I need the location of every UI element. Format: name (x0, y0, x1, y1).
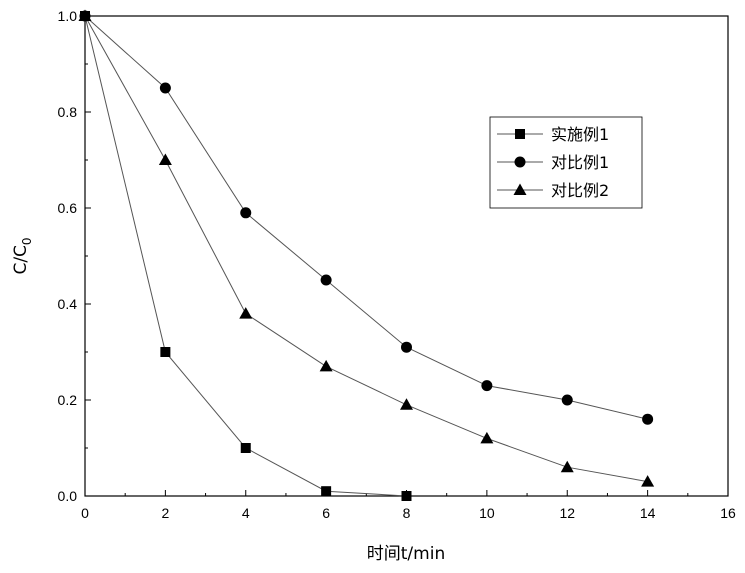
legend-label: 对比例1 (551, 153, 609, 172)
legend-label: 实施例1 (551, 125, 609, 144)
legend-marker (515, 129, 525, 139)
series-3-point (480, 431, 494, 444)
series-3-point (560, 460, 574, 473)
x-axis-title: 时间t/min (367, 544, 445, 564)
y-tick-label: 0.0 (58, 488, 78, 504)
x-tick-label: 8 (403, 505, 411, 521)
series-2-point (240, 207, 252, 219)
legend-label: 对比例2 (551, 181, 609, 200)
series-2-point (320, 274, 332, 286)
y-axis-title: C/C0 (11, 237, 34, 274)
plot-frame (84, 15, 729, 497)
y-tick-label: 0.6 (58, 200, 78, 216)
series-line-1 (84, 15, 407, 497)
x-tick-label: 0 (81, 505, 89, 521)
series-3-point (641, 475, 655, 487)
x-tick-label: 6 (322, 505, 330, 521)
series-2-point (561, 394, 573, 406)
x-tick-label: 2 (161, 505, 169, 521)
legend: 实施例1 对比例1 对比例2 (489, 116, 643, 209)
series-line-2 (84, 15, 648, 420)
x-tick-label: 12 (559, 505, 575, 521)
x-tick-label: 4 (242, 505, 250, 521)
series-2-point (159, 82, 171, 94)
series-markers (78, 9, 655, 501)
y-tick-label: 0.4 (58, 296, 78, 312)
series-1-point (160, 347, 171, 357)
y-tick-label: 0.8 (58, 104, 78, 120)
y-tick-label: 0.2 (58, 392, 78, 408)
series-2-point (401, 341, 412, 353)
y-tick-label: 1.0 (58, 8, 78, 24)
series-2-point (481, 380, 493, 392)
axis-ticks: 0 2 4 6 8 10 12 14 16 0.0 0.2 0.4 0.6 0.8 1.0 (58, 8, 736, 521)
series-3-point (319, 359, 333, 372)
x-tick-label: 14 (640, 505, 656, 521)
series-1-point (240, 443, 251, 453)
series-1-point (321, 486, 332, 497)
series-2-point (642, 413, 654, 425)
x-tick-label: 16 (720, 505, 736, 521)
legend-marker (513, 183, 527, 195)
series-3-point (400, 398, 413, 410)
y-axis-title-subscript: 0 (20, 237, 34, 245)
svg-text:C/C0: C/C0 (11, 237, 34, 274)
series-3-point (158, 153, 172, 165)
series-1-point (401, 491, 412, 501)
x-tick-label: 10 (479, 505, 495, 521)
legend-marker (514, 156, 526, 168)
series-3-point (239, 307, 253, 319)
y-axis-title-main: C/C (11, 245, 31, 274)
series-3-point (78, 9, 92, 21)
series-line-3 (84, 15, 648, 483)
